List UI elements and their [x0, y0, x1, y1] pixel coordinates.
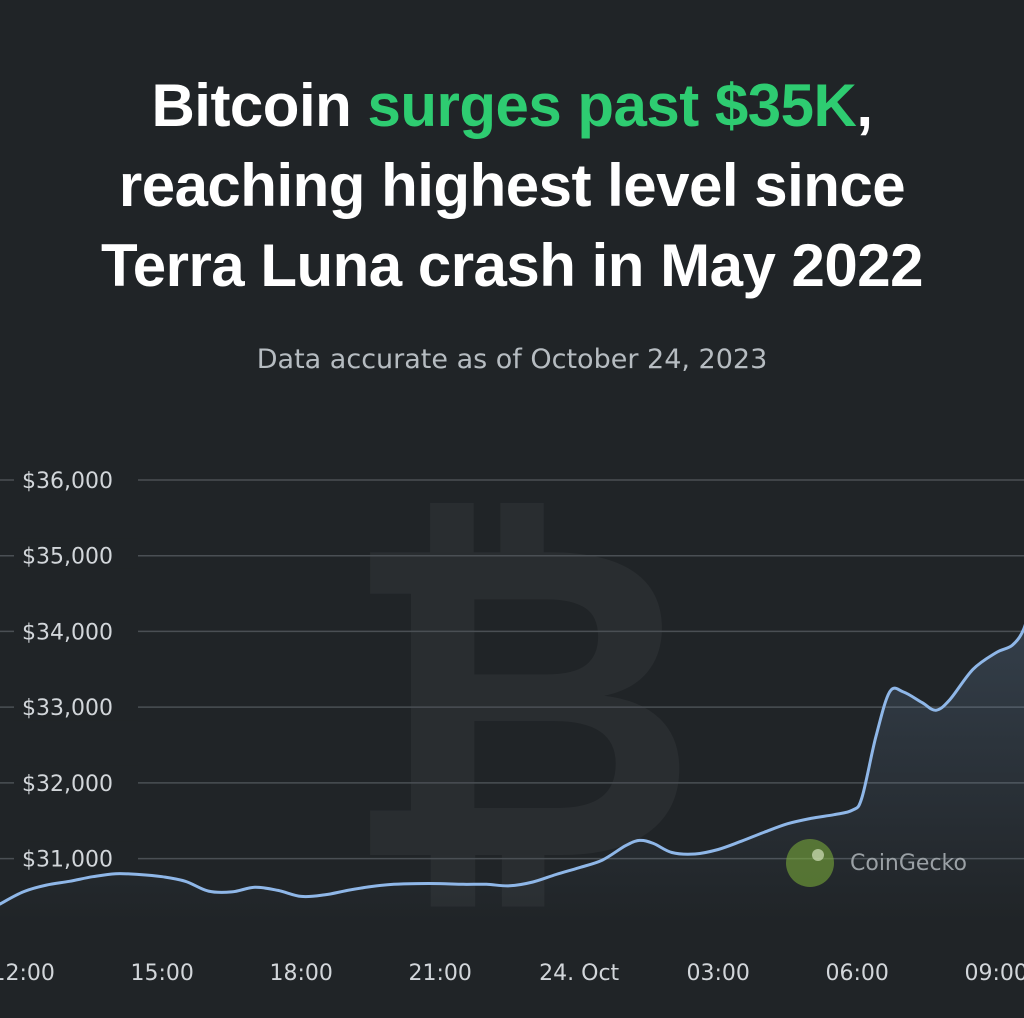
x-tick-label: 03:00 [686, 961, 749, 986]
y-tick-label: $33,000 [22, 696, 113, 721]
brand-name: CoinGecko [850, 851, 967, 876]
y-tick-label-bg [14, 690, 138, 721]
price-chart: ₿ $36,000$35,000$34,000$33,000$32,000$31… [0, 447, 1024, 986]
y-tick-label-bg [14, 614, 138, 645]
y-tick-label: $32,000 [22, 772, 113, 797]
y-tick-label-bg [14, 463, 138, 493]
x-tick-label: 18:00 [269, 961, 332, 986]
y-tick-label: $35,000 [22, 545, 113, 570]
x-tick-label: 06:00 [825, 961, 888, 986]
x-tick-label: 12:00 [0, 961, 55, 986]
headline-part-1: Bitcoin [151, 72, 368, 139]
x-tick-label: 24. Oct [539, 961, 619, 986]
y-axis-labels: $36,000 $35,000 $34,000 $33,000 $32,000 $31,0… [14, 463, 138, 873]
y-tick-label: $31,000 [22, 848, 113, 873]
x-axis-labels: 12:00 15:00 18:00 21:00 24. Oct 03:00 06:00 09:… [0, 961, 1024, 986]
headline-line-1: Bitcoin surges past $35K, [0, 66, 1024, 146]
y-tick-label-bg [14, 765, 138, 796]
headline-highlight: surges past $35K [367, 72, 857, 139]
x-tick-label: 15:00 [130, 961, 193, 986]
coingecko-logo-icon [786, 839, 834, 887]
y-tick-label: $36,000 [22, 469, 113, 494]
price-line [0, 623, 1024, 906]
y-tick-label: $34,000 [22, 620, 113, 645]
x-tick-label: 09:00 [964, 961, 1024, 986]
headline-line-3: Terra Luna crash in May 2022 [101, 232, 923, 299]
y-tick-label-bg [14, 841, 138, 872]
subtitle: Data accurate as of October 24, 2023 [256, 344, 768, 375]
headline: Bitcoin surges past $35K, reaching highe… [0, 66, 1024, 306]
coingecko-eye-icon [812, 849, 824, 861]
headline-line-2: reaching highest level since [118, 152, 906, 219]
price-area [0, 628, 1024, 924]
coingecko-logo: CoinGecko [786, 839, 967, 887]
headline-part-2: , [856, 72, 873, 139]
x-tick-label: 21:00 [408, 961, 471, 986]
y-tick-label-bg [14, 538, 138, 569]
